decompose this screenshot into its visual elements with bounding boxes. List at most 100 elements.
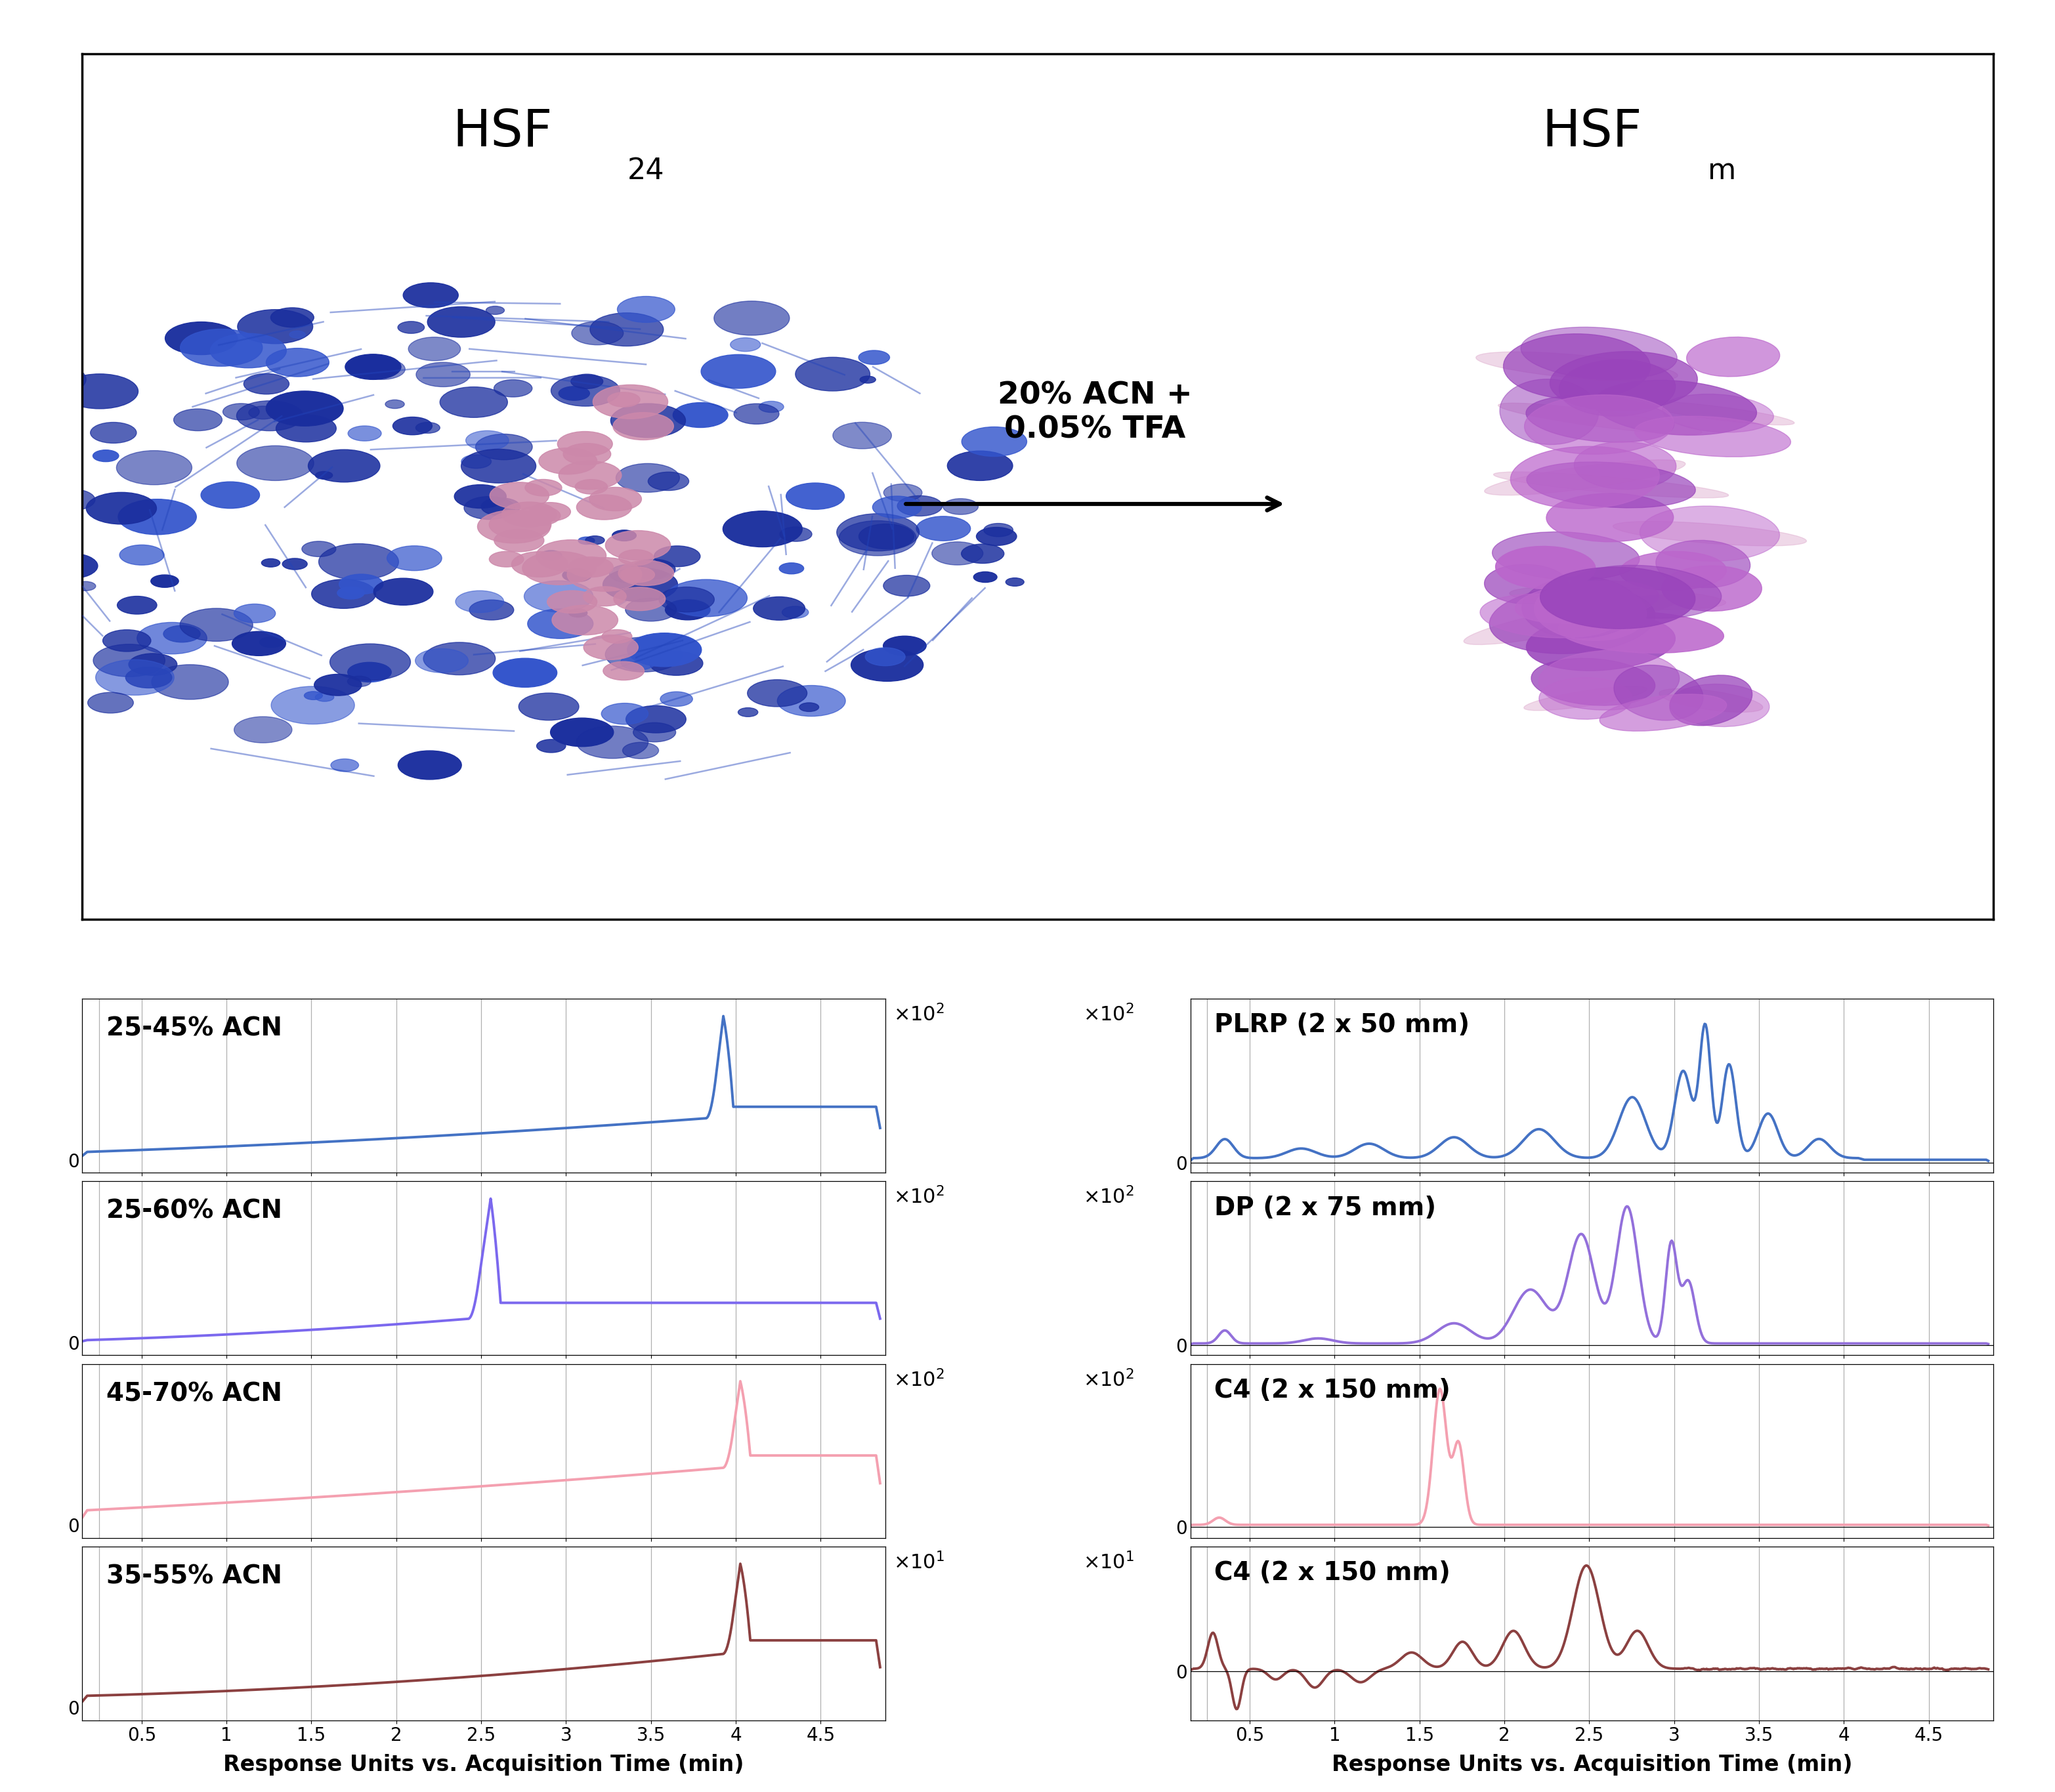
Circle shape xyxy=(623,742,660,758)
Ellipse shape xyxy=(1527,396,1675,443)
Circle shape xyxy=(898,496,943,516)
Ellipse shape xyxy=(1634,416,1790,457)
Circle shape xyxy=(528,609,594,638)
Circle shape xyxy=(559,387,590,400)
Ellipse shape xyxy=(1484,564,1568,604)
Circle shape xyxy=(265,391,343,426)
Circle shape xyxy=(851,649,923,681)
Circle shape xyxy=(606,530,670,561)
Text: $\times$10$^2$: $\times$10$^2$ xyxy=(894,1004,945,1025)
Circle shape xyxy=(943,498,978,514)
Circle shape xyxy=(493,658,557,688)
Ellipse shape xyxy=(1640,505,1780,561)
Circle shape xyxy=(152,665,228,699)
Circle shape xyxy=(859,351,890,364)
Circle shape xyxy=(86,493,156,525)
Text: $\times$10$^2$: $\times$10$^2$ xyxy=(1083,1004,1134,1025)
Circle shape xyxy=(423,642,495,676)
Ellipse shape xyxy=(1619,552,1726,590)
Circle shape xyxy=(524,581,594,613)
Circle shape xyxy=(164,323,238,355)
Ellipse shape xyxy=(1671,676,1753,726)
Circle shape xyxy=(175,409,222,430)
Circle shape xyxy=(117,597,156,615)
Circle shape xyxy=(117,500,197,534)
Text: $\times$10$^2$: $\times$10$^2$ xyxy=(894,1186,945,1208)
Circle shape xyxy=(779,527,812,541)
Circle shape xyxy=(415,423,440,434)
Circle shape xyxy=(779,563,804,573)
Circle shape xyxy=(282,559,308,570)
Circle shape xyxy=(0,625,70,663)
Ellipse shape xyxy=(1539,650,1679,710)
Circle shape xyxy=(62,375,138,409)
Circle shape xyxy=(4,437,25,446)
Circle shape xyxy=(547,591,598,613)
Circle shape xyxy=(92,643,164,677)
Circle shape xyxy=(427,306,495,337)
Text: HSF: HSF xyxy=(1541,108,1642,156)
Circle shape xyxy=(92,450,119,462)
Circle shape xyxy=(222,403,259,419)
Circle shape xyxy=(399,321,425,333)
Circle shape xyxy=(557,432,612,457)
Circle shape xyxy=(931,541,982,564)
Circle shape xyxy=(569,557,612,577)
Circle shape xyxy=(799,702,818,711)
Circle shape xyxy=(31,473,80,495)
Circle shape xyxy=(621,654,656,670)
Circle shape xyxy=(701,355,775,389)
Ellipse shape xyxy=(1658,688,1763,711)
Ellipse shape xyxy=(1492,532,1640,581)
Circle shape xyxy=(571,375,602,389)
Circle shape xyxy=(399,751,462,780)
Circle shape xyxy=(312,579,376,609)
Text: 20% ACN +
0.05% TFA: 20% ACN + 0.05% TFA xyxy=(999,382,1192,444)
Circle shape xyxy=(331,758,360,772)
Circle shape xyxy=(551,719,614,747)
Circle shape xyxy=(393,418,432,435)
Circle shape xyxy=(138,622,208,654)
Circle shape xyxy=(232,631,286,656)
Circle shape xyxy=(551,375,621,407)
Circle shape xyxy=(304,692,323,699)
Circle shape xyxy=(360,358,405,380)
Circle shape xyxy=(76,581,97,591)
Circle shape xyxy=(962,426,1028,457)
Circle shape xyxy=(619,550,653,566)
Text: PLRP (2 x 50 mm): PLRP (2 x 50 mm) xyxy=(1215,1012,1469,1038)
Circle shape xyxy=(90,423,136,443)
Circle shape xyxy=(259,636,284,647)
Text: HSF: HSF xyxy=(452,108,553,156)
Circle shape xyxy=(150,575,179,588)
Circle shape xyxy=(522,552,596,584)
Circle shape xyxy=(610,403,686,437)
Circle shape xyxy=(884,484,923,502)
Circle shape xyxy=(627,706,686,733)
Circle shape xyxy=(602,629,633,643)
Circle shape xyxy=(0,482,14,516)
Ellipse shape xyxy=(1570,564,1722,618)
Circle shape xyxy=(415,362,471,387)
Circle shape xyxy=(489,511,551,539)
Circle shape xyxy=(0,430,45,466)
Circle shape xyxy=(559,461,621,489)
Circle shape xyxy=(608,392,639,407)
Circle shape xyxy=(275,414,337,443)
Circle shape xyxy=(485,306,503,314)
Circle shape xyxy=(713,301,789,335)
Circle shape xyxy=(181,330,263,366)
Circle shape xyxy=(466,430,510,450)
Ellipse shape xyxy=(1523,577,1638,638)
Circle shape xyxy=(234,717,292,744)
Circle shape xyxy=(481,498,520,516)
Circle shape xyxy=(331,643,411,681)
Circle shape xyxy=(319,543,399,581)
Circle shape xyxy=(590,487,641,511)
Circle shape xyxy=(4,625,68,652)
Ellipse shape xyxy=(1539,566,1695,629)
Circle shape xyxy=(261,559,279,566)
Circle shape xyxy=(302,541,335,557)
Circle shape xyxy=(234,604,275,624)
Circle shape xyxy=(236,446,314,480)
